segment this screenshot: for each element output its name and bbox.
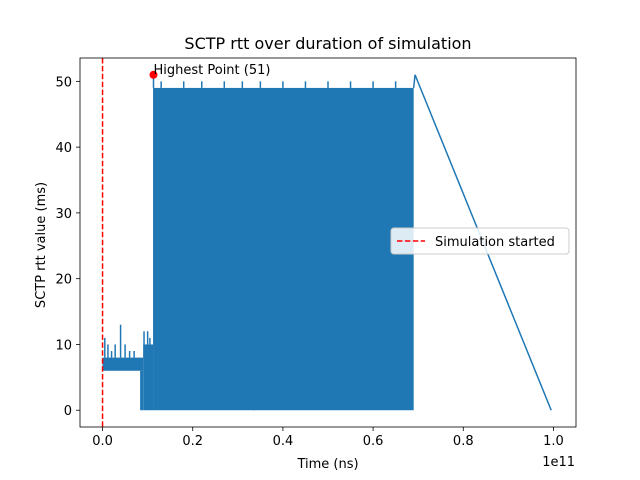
rtt-band-0 (102, 357, 144, 371)
x-tick-label: 0.6 (363, 434, 384, 449)
legend-box (390, 227, 570, 255)
x-tick-label: 0.8 (453, 434, 474, 449)
x-tick-label: 0.0 (92, 434, 113, 449)
y-tick-label: 40 (55, 141, 72, 156)
highest-point-label: Highest Point (51) (153, 63, 270, 78)
legend-vline-label: Simulation started (435, 235, 555, 250)
ticks-layer: 0.0 0.2 0.4 0.6 0.8 1.0 0 10 20 30 40 50 (55, 75, 563, 449)
rtt-band-2 (153, 87, 414, 411)
y-tick-label: 0 (64, 404, 72, 419)
legend: Simulation started (390, 227, 570, 255)
x-offset-label: 1e11 (542, 455, 575, 470)
axes-frame (79, 57, 577, 428)
y-tick-label: 10 (55, 338, 72, 353)
y-tick-label: 50 (55, 75, 72, 90)
highest-point-marker (149, 70, 158, 79)
chart-title: SCTP rtt over duration of simulation (184, 34, 471, 53)
rtt-band-1 (143, 344, 154, 411)
y-axis-label: SCTP rtt value (ms) (34, 182, 49, 308)
x-tick-label: 0.2 (182, 434, 203, 449)
x-tick-label: 1.0 (543, 434, 564, 449)
rtt-tail-line (412, 74, 552, 411)
x-tick-label: 0.4 (273, 434, 294, 449)
y-tick-label: 20 (55, 273, 72, 288)
y-tick-label: 30 (55, 207, 72, 222)
x-axis-label: Time (ns) (296, 457, 358, 472)
data-layer (101, 58, 552, 427)
